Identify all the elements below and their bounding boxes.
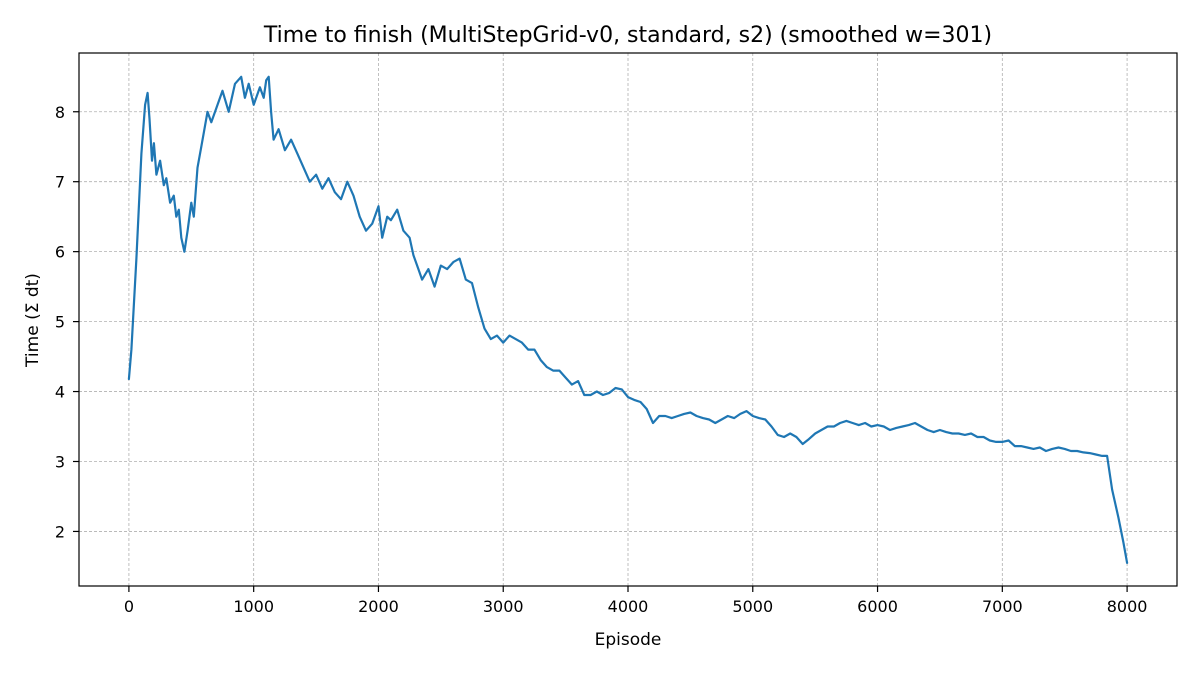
y-tick-label: 4 <box>55 383 65 402</box>
series-layer <box>127 75 1129 564</box>
y-tick-label: 6 <box>55 243 65 262</box>
x-tick-label: 0 <box>124 597 134 616</box>
x-tick-label: 8000 <box>1107 597 1148 616</box>
x-tick-label: 2000 <box>358 597 399 616</box>
x-tick-label: 7000 <box>982 597 1023 616</box>
x-axis-ticks: 0 1000 2000 3000 4000 5000 6000 7000 8000 <box>124 586 1148 616</box>
series-line <box>127 75 1129 564</box>
x-tick-label: 5000 <box>732 597 773 616</box>
y-axis-ticks: 2 3 4 5 6 7 8 <box>55 103 79 541</box>
x-tick-label: 4000 <box>608 597 649 616</box>
y-tick-label: 5 <box>55 313 65 332</box>
y-axis-label: Time (Σ dt) <box>23 273 43 368</box>
grid-lines <box>79 53 1177 586</box>
y-tick-label: 8 <box>55 103 65 122</box>
x-tick-label: 6000 <box>857 597 898 616</box>
y-tick-label: 3 <box>55 452 65 471</box>
y-tick-label: 2 <box>55 522 65 541</box>
x-tick-label: 1000 <box>233 597 274 616</box>
chart-title: Time to finish (MultiStepGrid-v0, standa… <box>263 23 992 48</box>
x-axis-label: Episode <box>595 630 662 650</box>
x-tick-label: 3000 <box>483 597 524 616</box>
y-tick-label: 7 <box>55 173 65 192</box>
